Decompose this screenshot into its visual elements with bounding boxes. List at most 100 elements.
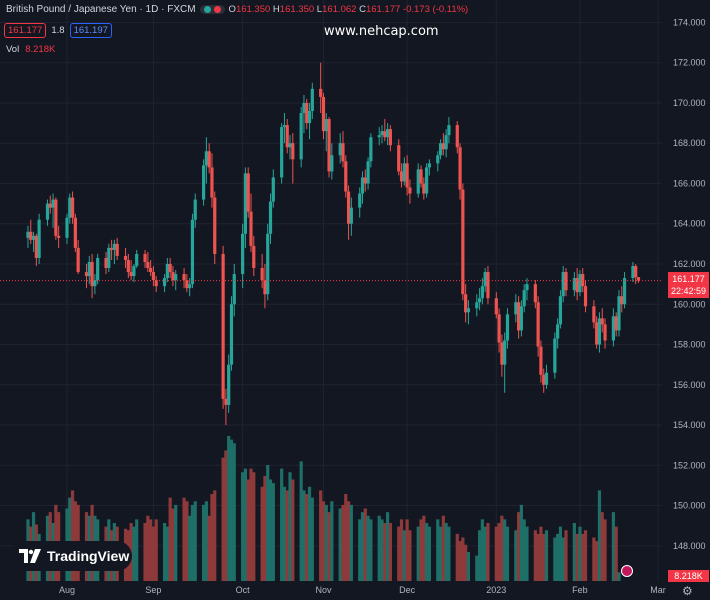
volume-bar: [204, 501, 208, 581]
candle-body: [366, 161, 370, 184]
candle-body: [611, 316, 615, 341]
volume-bar: [252, 472, 256, 581]
candle-body: [271, 177, 275, 202]
candle-body: [327, 119, 331, 172]
candle-body: [583, 286, 588, 307]
candle-body: [168, 264, 172, 273]
volume-bar: [349, 504, 353, 581]
volume-bar: [447, 526, 451, 581]
volume-legend: Vol 8.218K: [6, 44, 55, 55]
candle-body: [201, 165, 206, 200]
symbol-title[interactable]: British Pound / Japanese Yen · 1D · FXCM: [6, 4, 196, 15]
candle-body: [107, 247, 111, 269]
candle-body: [500, 342, 504, 365]
candle-body: [338, 143, 342, 156]
volume-bar: [327, 512, 331, 581]
candle-body: [224, 398, 228, 405]
volume-bar: [514, 530, 518, 581]
volume-bar: [227, 436, 231, 581]
volume-bar: [480, 519, 484, 581]
volume-bar: [553, 537, 557, 581]
volume-bar: [162, 523, 167, 581]
uk-flag-icon[interactable]: [621, 565, 633, 577]
candle-body: [553, 338, 557, 373]
volume-bar: [544, 530, 549, 581]
volume-bar: [505, 526, 510, 581]
candle-body: [561, 272, 565, 297]
candle-body: [344, 161, 348, 192]
volume-bar: [241, 472, 245, 581]
volume-bar: [182, 497, 186, 581]
volume-bar: [360, 512, 365, 581]
volume-bar: [397, 526, 401, 581]
volume-bar: [425, 523, 429, 581]
candle-body: [519, 306, 524, 331]
buy-price-button[interactable]: 161.197: [69, 23, 112, 38]
candle-body: [84, 272, 89, 277]
volume-bar: [363, 508, 367, 581]
candle-body: [617, 296, 621, 331]
volume-bar: [388, 523, 392, 581]
volume-bar: [146, 515, 150, 581]
chart-grid: [0, 0, 662, 581]
volume-bar: [539, 526, 543, 581]
candle-body: [182, 274, 186, 281]
volume-bar: [263, 475, 267, 581]
price-tick-label: 170.000: [673, 98, 706, 108]
volume-bar: [271, 483, 275, 581]
volume-bar: [522, 519, 526, 581]
candle-body: [260, 268, 264, 281]
volume-bar: [542, 533, 546, 581]
candle-body: [31, 235, 36, 240]
candle-body: [536, 302, 540, 347]
volume-bar: [201, 504, 206, 581]
candle-body: [112, 243, 116, 250]
time-axis-background: [0, 581, 710, 600]
market-status-pill[interactable]: [199, 5, 225, 14]
volume-bar: [70, 490, 75, 581]
candle-body: [622, 278, 627, 305]
volume-bar: [436, 519, 440, 581]
volume-bar: [288, 472, 292, 581]
tradingview-logo[interactable]: TradingView: [10, 541, 132, 571]
candle-body: [346, 191, 351, 224]
candle-body: [349, 207, 353, 224]
candle-body: [210, 167, 214, 198]
volume-bar: [464, 544, 468, 581]
candle-body: [425, 167, 429, 194]
volume-bar: [149, 519, 153, 581]
volume-bar: [366, 515, 370, 581]
time-axis: Aug Sep Oct Nov Dec 2023 Feb Mar: [0, 581, 710, 600]
market-status-dot-icon: [213, 6, 221, 13]
candle-body: [360, 177, 365, 194]
candle-body: [266, 233, 270, 295]
candle-body: [363, 177, 367, 184]
market-status-dot-icon: [203, 6, 211, 13]
candle-body: [533, 284, 537, 303]
candle-body: [54, 199, 58, 236]
candle-body: [438, 143, 443, 156]
time-tick-label: Mar: [650, 585, 666, 595]
gear-icon[interactable]: ⚙: [682, 584, 693, 598]
sell-price-button[interactable]: 161.177: [4, 23, 47, 38]
volume-bar: [438, 526, 443, 581]
volume-bar: [572, 523, 576, 581]
candle-body: [310, 88, 314, 112]
volume-bar: [68, 497, 72, 581]
candle-body: [620, 296, 624, 305]
candle-body: [441, 143, 445, 150]
volume-bar: [307, 486, 312, 581]
candle-body: [614, 316, 618, 331]
candle-body: [185, 280, 189, 289]
candle-body: [383, 131, 387, 138]
tradingview-logo-text: TradingView: [47, 548, 130, 564]
last-volume-label: 8.218K: [668, 570, 709, 582]
candle-body: [503, 340, 507, 365]
candle-body: [597, 318, 602, 345]
volume-bar: [402, 530, 406, 581]
candle-body: [419, 169, 423, 184]
bid-ask-row: 161.177 1.8 161.197: [4, 23, 112, 38]
volume-bar: [405, 519, 409, 581]
last-price-value: 161.177: [672, 274, 705, 284]
